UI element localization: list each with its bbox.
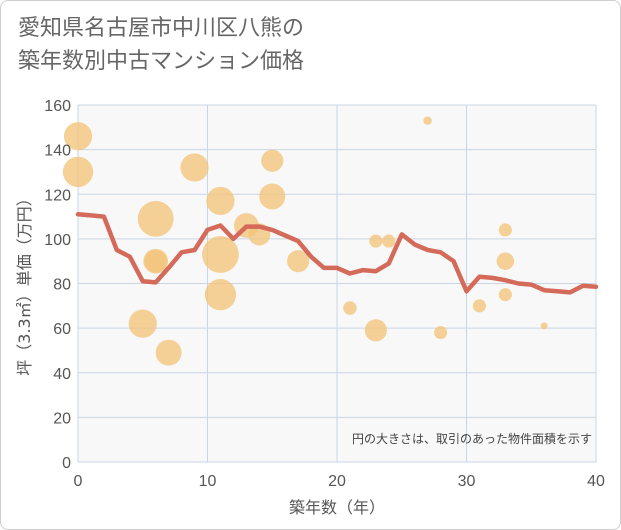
trend-line-series [75,212,599,295]
y-tick-label-1: 20 [53,410,71,427]
bubble-point-18 [364,319,387,342]
bubble-point-17 [369,234,383,248]
bubble-point-21 [434,326,448,340]
bubble-point-25 [498,288,512,302]
trend-line [75,212,599,295]
bubble-point-15 [287,250,310,273]
y-tick-label-0: 0 [62,455,71,472]
bubble-point-24 [496,252,515,270]
bubble-point-7 [180,153,209,182]
y-tick-label-7: 140 [44,143,71,160]
bubble-point-2 [128,309,157,338]
x-tick-label-1: 10 [199,473,217,490]
y-tick-label-8: 160 [44,98,71,115]
y-tick-label-3: 60 [53,321,71,338]
bubble-point-6 [155,339,182,366]
bubble-point-19 [382,234,396,248]
bubble-point-26 [540,322,548,330]
y-tick-label-5: 100 [44,232,71,249]
bubble-point-20 [423,116,432,125]
x-tick-label-0: 0 [74,473,83,490]
y-axis-title: 坪（3.3㎡）単価（万円） [15,190,34,375]
bubble-point-1 [62,156,94,188]
bubble-point-8 [206,186,235,216]
y-tick-label-4: 80 [53,277,71,294]
chart-title-line-1: 愛知県名古屋市中川区八熊の [18,16,305,41]
bubble-point-0 [63,122,93,151]
y-tick-label-6: 120 [44,187,71,204]
x-axis-ticks: 0 10 20 30 40 [74,473,605,490]
x-tick-label-2: 20 [328,473,346,490]
bubble-point-5 [144,250,167,273]
bubble-point-16 [343,301,357,315]
x-tick-label-3: 30 [458,473,476,490]
bubble-point-23 [498,223,512,237]
bubble-point-9 [202,236,239,273]
x-axis-title: 築年数（年） [289,498,385,517]
bubble-point-3 [137,200,174,237]
bubble-point-10 [204,279,237,311]
bubble-point-13 [261,149,284,172]
chart-title-line-2: 築年数別中古マンション価格 [18,49,305,74]
bubble-point-14 [259,183,286,210]
x-tick-label-4: 40 [587,473,605,490]
size-legend-note: 円の大きさは、取引のあった物件面積を示す [352,431,592,446]
y-tick-label-2: 40 [53,366,71,383]
bubble-point-22 [472,299,486,313]
y-axis-ticks: 0 20 40 60 80 100 120 140 160 [44,98,71,472]
chart-title: 愛知県名古屋市中川区八熊の 築年数別中古マンション価格 [18,12,304,78]
